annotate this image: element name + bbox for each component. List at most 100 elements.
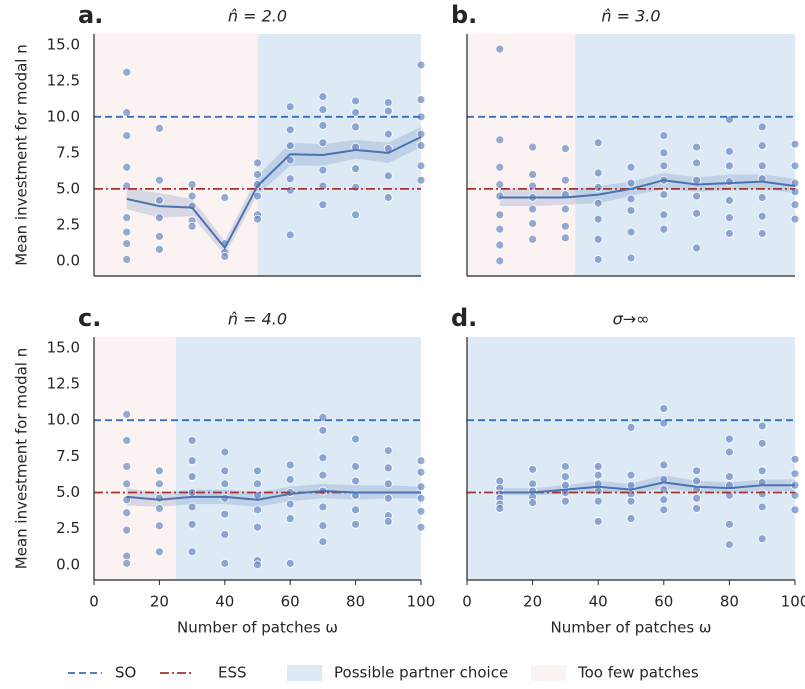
scatter-point bbox=[495, 256, 505, 266]
scatter-point bbox=[528, 219, 537, 228]
scatter-point bbox=[285, 174, 295, 184]
y-axis-label: Mean investment for modal n bbox=[13, 44, 31, 265]
scatter-point bbox=[253, 560, 262, 570]
scatter-point bbox=[757, 229, 767, 238]
x-tick-label: 40 bbox=[215, 593, 234, 611]
scatter-point bbox=[659, 475, 669, 484]
scatter-point bbox=[187, 519, 197, 529]
too-few-region bbox=[94, 337, 176, 580]
panel: 0.0 2.5 5.0 7.5 10.0 12.5 15.0 a. n̂ = 2.0 Mean i… bbox=[13, 1, 426, 277]
scatter-point bbox=[154, 466, 164, 476]
scatter-point bbox=[626, 423, 636, 432]
scatter-point bbox=[528, 464, 537, 474]
scatter-point bbox=[122, 227, 132, 237]
y-tick-label: 0.0 bbox=[56, 555, 80, 573]
scatter-point bbox=[351, 210, 361, 220]
panel-label: b. bbox=[451, 1, 477, 29]
scatter-point bbox=[154, 521, 164, 531]
scatter-point bbox=[593, 214, 603, 224]
x-axis-label: Number of patches ω bbox=[177, 619, 338, 637]
scatter-point bbox=[253, 170, 262, 179]
scatter-point bbox=[659, 131, 669, 140]
scatter-point bbox=[122, 213, 132, 223]
y-tick-label: 7.5 bbox=[56, 143, 80, 161]
scatter-point bbox=[154, 547, 164, 557]
x-tick-label: 100 bbox=[781, 593, 805, 611]
scatter-point bbox=[154, 175, 164, 185]
scatter-point bbox=[122, 436, 132, 445]
scatter-point bbox=[528, 234, 537, 244]
scatter-point bbox=[351, 519, 361, 529]
scatter-point bbox=[383, 171, 393, 181]
scatter-point bbox=[122, 479, 132, 489]
scatter-point bbox=[416, 60, 426, 70]
scatter-point bbox=[725, 195, 734, 205]
scatter-point bbox=[416, 467, 426, 477]
scatter-point bbox=[692, 142, 701, 152]
scatter-point bbox=[790, 200, 800, 210]
scatter-point bbox=[154, 493, 164, 503]
scatter-point bbox=[122, 108, 132, 117]
scatter-point bbox=[318, 92, 328, 102]
scatter-point bbox=[285, 499, 295, 509]
scatter-point bbox=[318, 425, 328, 435]
scatter-point bbox=[122, 558, 132, 568]
scatter-point bbox=[220, 252, 230, 261]
scatter-point bbox=[122, 525, 132, 535]
scatter-point bbox=[416, 141, 426, 151]
scatter-point bbox=[187, 191, 197, 201]
scatter-point bbox=[351, 122, 361, 132]
partner-choice-region bbox=[575, 34, 795, 276]
scatter-point bbox=[122, 67, 132, 77]
scatter-point bbox=[757, 141, 767, 151]
panel-title: n̂ = 4.0 bbox=[228, 310, 287, 329]
partner-choice-region bbox=[175, 337, 421, 580]
scatter-point bbox=[253, 479, 262, 489]
y-axis-label: Mean investment for modal n bbox=[13, 348, 31, 569]
scatter-point bbox=[593, 138, 603, 148]
scatter-point bbox=[318, 200, 328, 210]
scatter-point bbox=[416, 95, 426, 104]
scatter-point bbox=[725, 213, 734, 223]
scatter-point bbox=[593, 255, 603, 264]
scatter-point bbox=[757, 193, 767, 202]
scatter-point bbox=[383, 446, 393, 455]
scatter-point bbox=[220, 193, 230, 202]
x-tick-label: 40 bbox=[589, 593, 608, 611]
scatter-point bbox=[383, 193, 393, 202]
panel: 0 20 40 60 80 100 d. σ→∞ Number of patches ω bbox=[451, 304, 805, 637]
y-tick-label: 7.5 bbox=[56, 447, 80, 465]
scatter-point bbox=[383, 463, 393, 473]
x-tick-label: 80 bbox=[346, 593, 365, 611]
scatter-point bbox=[285, 558, 295, 568]
scatter-point bbox=[154, 244, 164, 254]
scatter-point bbox=[253, 158, 262, 168]
scatter-point bbox=[122, 239, 132, 248]
scatter-point bbox=[692, 175, 701, 185]
scatter-point bbox=[626, 253, 636, 263]
scatter-point bbox=[626, 470, 636, 480]
mean-line bbox=[126, 136, 422, 250]
scatter-point bbox=[253, 466, 262, 476]
scatter-point bbox=[528, 479, 537, 489]
scatter-point bbox=[495, 210, 505, 220]
scatter-point bbox=[318, 453, 328, 463]
scatter-point bbox=[757, 534, 767, 544]
too-few-region bbox=[467, 34, 576, 276]
panel: 0.0 2.5 5.0 7.5 10.0 12.5 15.0 0 20 40 60 80 100 c. n̂… bbox=[13, 304, 436, 637]
confidence-band bbox=[499, 173, 795, 207]
scatter-point bbox=[528, 142, 537, 152]
panel-title: σ→∞ bbox=[613, 310, 650, 329]
scatter-point bbox=[626, 489, 636, 499]
scatter-point bbox=[790, 505, 800, 515]
scatter-point bbox=[561, 496, 570, 506]
scatter-point bbox=[351, 434, 361, 444]
scatter-point bbox=[593, 168, 603, 178]
confidence-band bbox=[126, 126, 421, 256]
scatter-point bbox=[383, 517, 393, 526]
scatter-point bbox=[528, 170, 537, 179]
scatter-point bbox=[318, 105, 328, 115]
scatter-point bbox=[154, 213, 164, 223]
y-tick-label: 2.5 bbox=[56, 519, 80, 537]
